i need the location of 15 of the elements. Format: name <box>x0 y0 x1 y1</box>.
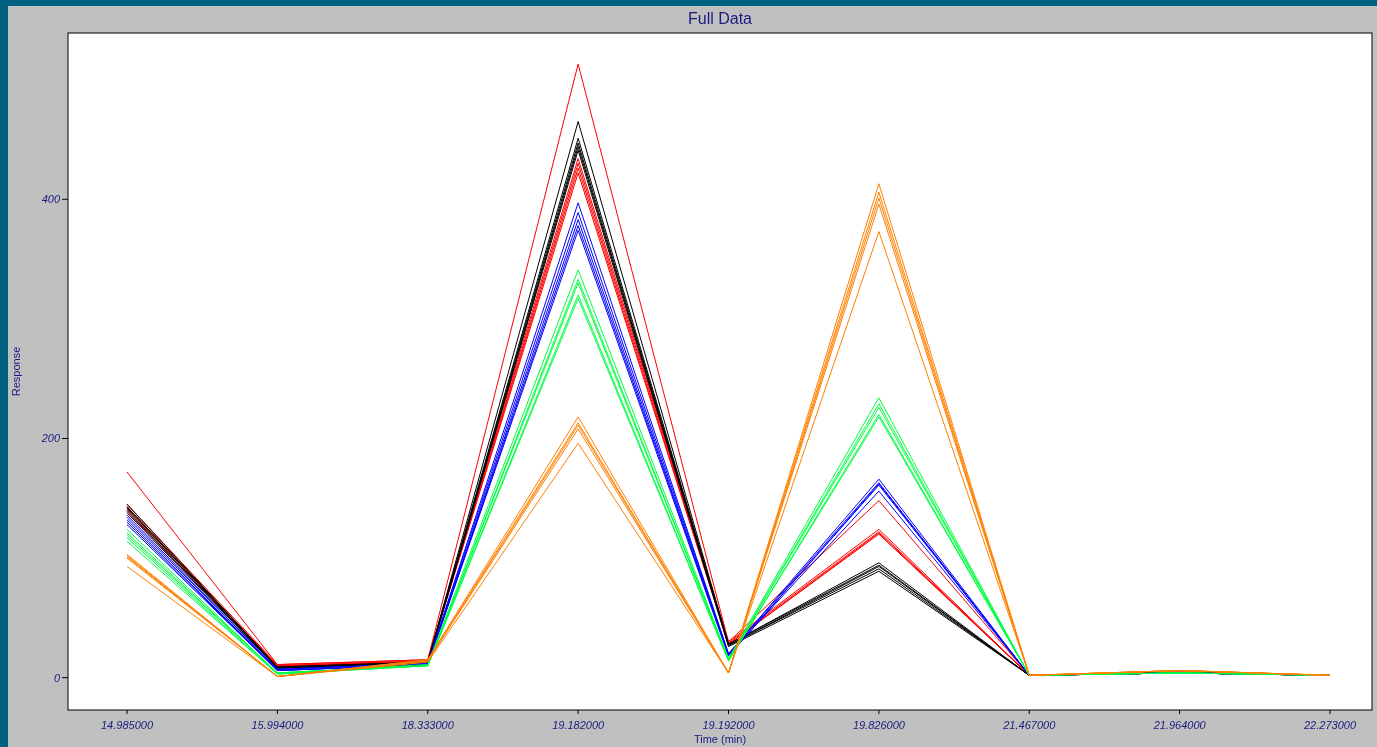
x-axis-title: Time (min) <box>693 733 747 745</box>
x-tick-label: 21.964000 <box>1152 719 1207 731</box>
x-tick-label: 22.273000 <box>1303 719 1357 731</box>
x-tick-label: 18.333000 <box>401 719 455 731</box>
y-axis-title: Response <box>10 346 22 397</box>
x-tick-label: 19.182000 <box>552 719 605 731</box>
x-tick-label: 14.985000 <box>101 719 154 731</box>
x-tick-label: 19.826000 <box>852 719 906 731</box>
y-tick-label: 400 <box>41 193 61 206</box>
chart-title: Full Data <box>687 10 753 27</box>
x-tick-label: 21.467000 <box>1002 719 1057 731</box>
x-tick-label: 19.192000 <box>702 719 756 731</box>
y-tick-label: 0 <box>53 671 61 684</box>
y-tick-label: 200 <box>40 432 61 445</box>
x-tick-label: 15.994000 <box>251 719 305 731</box>
